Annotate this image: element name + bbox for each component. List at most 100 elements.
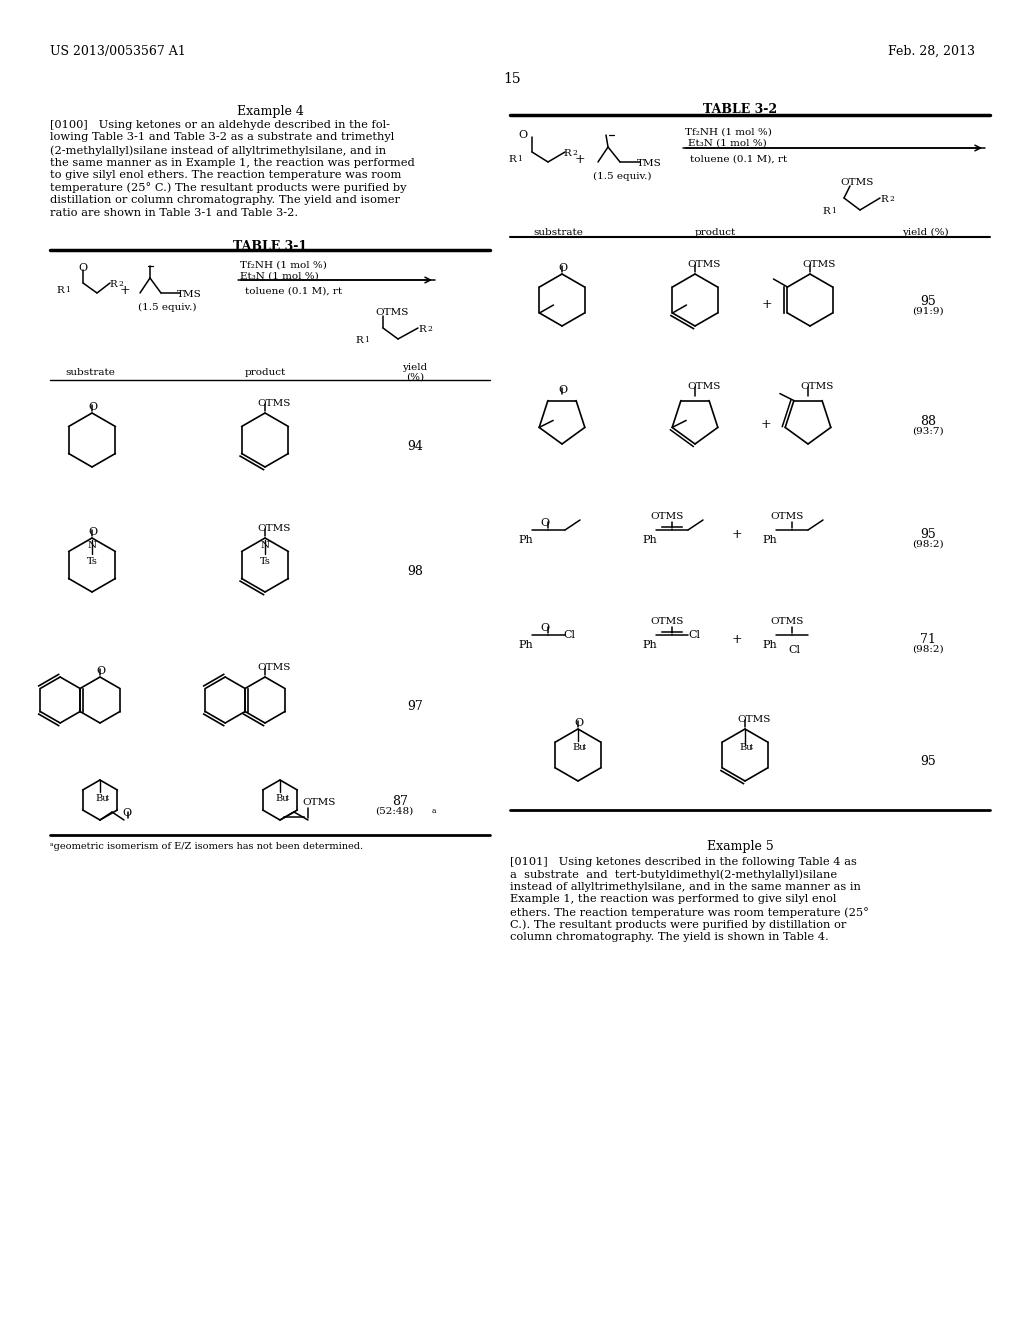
Text: TMS: TMS	[637, 158, 662, 168]
Text: 95: 95	[921, 528, 936, 541]
Text: 1: 1	[831, 207, 836, 215]
Text: R: R	[563, 149, 570, 158]
Text: (52:48): (52:48)	[375, 807, 413, 816]
Text: R: R	[822, 207, 829, 216]
Text: Et₃N (1 mol %): Et₃N (1 mol %)	[240, 272, 318, 281]
Text: 95: 95	[921, 755, 936, 768]
Text: O: O	[574, 718, 583, 729]
Text: t: t	[750, 743, 753, 751]
Text: N: N	[261, 541, 270, 550]
Text: Ph: Ph	[518, 640, 532, 649]
Text: O: O	[540, 623, 549, 634]
Text: ratio are shown in Table 3-1 and Table 3-2.: ratio are shown in Table 3-1 and Table 3…	[50, 207, 298, 218]
Text: 15: 15	[503, 73, 521, 86]
Text: 97: 97	[408, 700, 423, 713]
Text: OTMS: OTMS	[800, 381, 834, 391]
Text: (1.5 equiv.): (1.5 equiv.)	[138, 304, 197, 312]
Text: Bu: Bu	[275, 795, 289, 803]
Text: 1: 1	[65, 286, 70, 294]
Text: OTMS: OTMS	[770, 512, 804, 521]
Text: (%): (%)	[406, 374, 424, 381]
Text: substrate: substrate	[534, 228, 583, 238]
Text: OTMS: OTMS	[802, 260, 836, 269]
Text: instead of allyltrimethylsilane, and in the same manner as in: instead of allyltrimethylsilane, and in …	[510, 882, 861, 892]
Text: Et₃N (1 mol %): Et₃N (1 mol %)	[688, 139, 767, 148]
Text: +: +	[732, 634, 742, 645]
Text: R: R	[418, 325, 426, 334]
Text: O: O	[558, 385, 567, 395]
Text: O: O	[96, 667, 105, 676]
Text: Example 1, the reaction was performed to give silyl enol: Example 1, the reaction was performed to…	[510, 895, 837, 904]
Text: Ph: Ph	[642, 640, 656, 649]
Text: R: R	[355, 337, 362, 345]
Text: product: product	[245, 368, 286, 378]
Text: temperature (25° C.) The resultant products were purified by: temperature (25° C.) The resultant produ…	[50, 182, 407, 193]
Text: Cl: Cl	[563, 630, 575, 640]
Text: to give silyl enol ethers. The reaction temperature was room: to give silyl enol ethers. The reaction …	[50, 170, 401, 180]
Text: ᵃgeometric isomerism of E/Z isomers has not been determined.: ᵃgeometric isomerism of E/Z isomers has …	[50, 842, 364, 851]
Text: (91:9): (91:9)	[912, 308, 944, 315]
Text: Example 5: Example 5	[707, 840, 773, 853]
Text: +: +	[120, 284, 131, 297]
Text: R: R	[56, 286, 63, 294]
Text: OTMS: OTMS	[650, 616, 683, 626]
Text: [0101]   Using ketones described in the following Table 4 as: [0101] Using ketones described in the fo…	[510, 857, 857, 867]
Text: lowing Table 3-1 and Table 3-2 as a substrate and trimethyl: lowing Table 3-1 and Table 3-2 as a subs…	[50, 132, 394, 143]
Text: Tf₂NH (1 mol %): Tf₂NH (1 mol %)	[240, 261, 327, 271]
Text: Ph: Ph	[762, 640, 777, 649]
Text: 71: 71	[920, 634, 936, 645]
Text: Ph: Ph	[642, 535, 656, 545]
Text: +: +	[732, 528, 742, 541]
Text: 1: 1	[364, 337, 369, 345]
Text: R: R	[880, 195, 888, 205]
Text: O: O	[122, 808, 131, 818]
Text: +: +	[761, 418, 772, 432]
Text: a: a	[432, 807, 436, 814]
Text: [0100]   Using ketones or an aldehyde described in the fol-: [0100] Using ketones or an aldehyde desc…	[50, 120, 390, 129]
Text: OTMS: OTMS	[737, 715, 770, 723]
Text: OTMS: OTMS	[257, 399, 291, 408]
Text: substrate: substrate	[66, 368, 115, 378]
Text: Ph: Ph	[518, 535, 532, 545]
Text: OTMS: OTMS	[840, 178, 873, 187]
Text: (98:2): (98:2)	[912, 645, 944, 653]
Text: 87: 87	[392, 795, 408, 808]
Text: Cl: Cl	[788, 645, 800, 655]
Text: column chromatography. The yield is shown in Table 4.: column chromatography. The yield is show…	[510, 932, 828, 942]
Text: Ts: Ts	[87, 557, 98, 566]
Text: OTMS: OTMS	[687, 260, 720, 269]
Text: Cl: Cl	[688, 630, 700, 640]
Text: Bu: Bu	[95, 795, 109, 803]
Text: 94: 94	[408, 440, 423, 453]
Text: product: product	[694, 228, 735, 238]
Text: Example 4: Example 4	[237, 106, 303, 117]
Text: (98:2): (98:2)	[912, 540, 944, 549]
Text: R: R	[109, 280, 117, 289]
Text: 2: 2	[572, 149, 577, 157]
Text: 2: 2	[427, 325, 432, 333]
Text: OTMS: OTMS	[687, 381, 720, 391]
Text: +: +	[575, 153, 586, 166]
Text: distillation or column chromatography. The yield and isomer: distillation or column chromatography. T…	[50, 195, 400, 205]
Text: OTMS: OTMS	[375, 308, 409, 317]
Text: (1.5 equiv.): (1.5 equiv.)	[593, 172, 651, 181]
Text: 2: 2	[889, 195, 894, 203]
Text: +: +	[762, 298, 773, 312]
Text: a  substrate  and  tert-butyldimethyl(2-methylallyl)silane: a substrate and tert-butyldimethyl(2-met…	[510, 870, 838, 880]
Text: Tf₂NH (1 mol %): Tf₂NH (1 mol %)	[685, 128, 772, 137]
Text: Feb. 28, 2013: Feb. 28, 2013	[888, 45, 975, 58]
Text: Bu: Bu	[739, 743, 753, 752]
Text: R: R	[508, 154, 516, 164]
Text: Ph: Ph	[762, 535, 777, 545]
Text: O: O	[558, 263, 567, 273]
Text: toluene (0.1 M), rt: toluene (0.1 M), rt	[245, 286, 342, 296]
Text: O: O	[518, 129, 527, 140]
Text: OTMS: OTMS	[650, 512, 683, 521]
Text: yield (%): yield (%)	[902, 228, 948, 238]
Text: Ts: Ts	[260, 557, 271, 566]
Text: O: O	[88, 403, 97, 412]
Text: OTMS: OTMS	[257, 663, 291, 672]
Text: (2-methylallyl)silane instead of allyltrimethylsilane, and in: (2-methylallyl)silane instead of allyltr…	[50, 145, 386, 156]
Text: TMS: TMS	[177, 290, 202, 300]
Text: toluene (0.1 M), rt: toluene (0.1 M), rt	[690, 154, 787, 164]
